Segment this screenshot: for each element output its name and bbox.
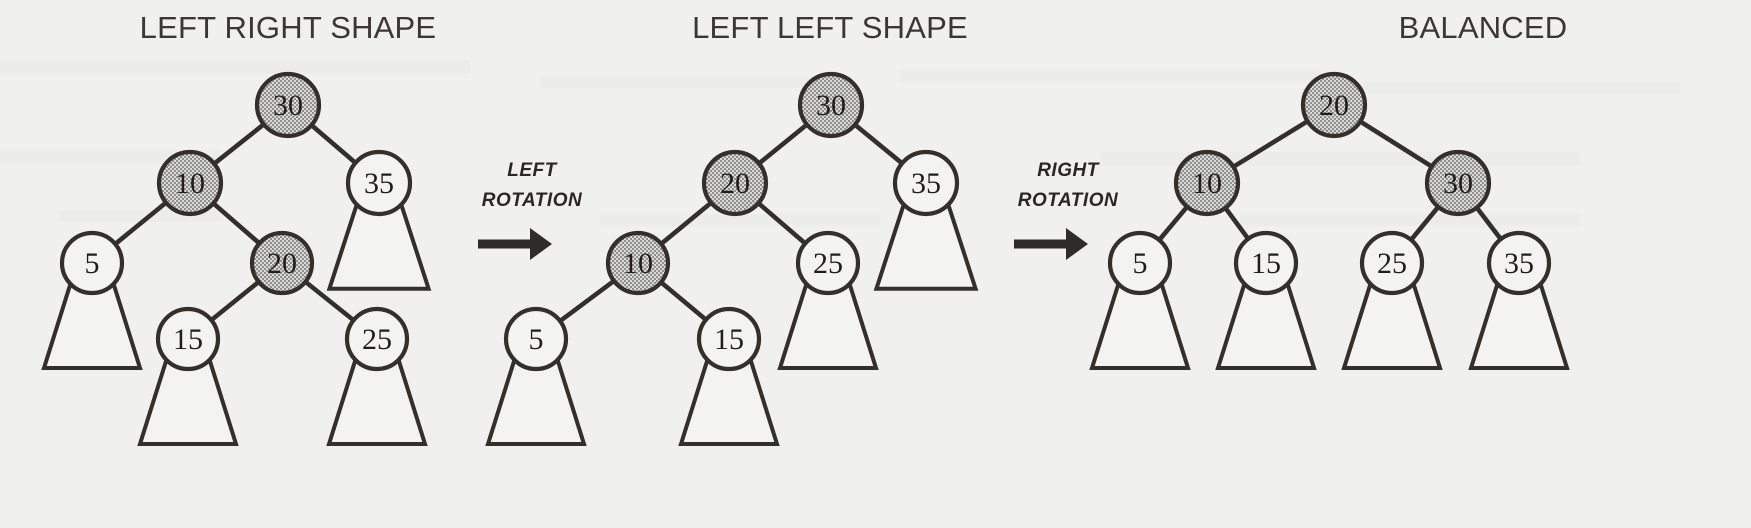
node-label: 20	[1319, 89, 1349, 122]
node-circle	[795, 230, 861, 296]
tree-edge	[208, 278, 262, 324]
tree-node-20[interactable]: 20	[701, 149, 769, 217]
node-label: 10	[175, 167, 205, 200]
tree-node-30[interactable]: 30	[1424, 149, 1492, 217]
tree-node-5[interactable]: 5	[503, 306, 569, 372]
tree-edge	[755, 121, 811, 167]
node-circle	[892, 149, 960, 217]
node-circle	[59, 230, 125, 296]
node-label: 5	[85, 247, 100, 280]
tree-edge	[657, 279, 710, 323]
node-circle	[155, 306, 221, 372]
node-label: 35	[364, 167, 394, 200]
panel-title: BALANCED	[1399, 10, 1568, 45]
tree-edge	[658, 199, 715, 247]
node-label: 5	[1133, 247, 1148, 280]
node-label: 15	[173, 323, 203, 356]
tree-node-20[interactable]: 20	[1300, 71, 1368, 139]
tree-edge	[1230, 118, 1311, 170]
node-circle	[1359, 230, 1425, 296]
tree-node-10[interactable]: 10	[605, 230, 671, 296]
node-label: 10	[623, 247, 653, 280]
rotation-transitions-layer: LEFT ROTATION RIGHT ROTATION	[478, 160, 1119, 260]
tree-edge	[1156, 203, 1191, 244]
tree-node-30[interactable]: 30	[254, 71, 322, 139]
node-label: 30	[273, 89, 303, 122]
node-circle	[1107, 230, 1173, 296]
tree-node-5[interactable]: 5	[1107, 230, 1173, 296]
tree-node-35[interactable]: 35	[345, 149, 413, 217]
tree-edge	[851, 121, 906, 167]
tree-edge	[112, 199, 170, 247]
tree-node-15[interactable]: 15	[696, 306, 762, 372]
node-circle	[345, 149, 413, 217]
rotation-label-line2: ROTATION	[482, 190, 583, 211]
node-label: 35	[1504, 247, 1534, 280]
node-label: 5	[529, 323, 544, 356]
node-label: 25	[1377, 247, 1407, 280]
transition-left-rotation: LEFT ROTATION	[478, 160, 583, 260]
rotation-label-line1: RIGHT	[1037, 160, 1100, 181]
tree-node-5[interactable]: 5	[59, 230, 125, 296]
node-circle	[696, 306, 762, 372]
tree-node-35[interactable]: 35	[1486, 230, 1552, 296]
tree-edge	[1222, 204, 1252, 242]
tree-node-30[interactable]: 30	[797, 71, 865, 139]
node-label: 25	[362, 323, 392, 356]
node-label: 30	[816, 89, 846, 122]
tree-edge	[556, 278, 618, 324]
rotation-arrow-icon	[1014, 228, 1088, 260]
node-circle-highlighted	[1173, 149, 1241, 217]
node-label: 20	[720, 167, 750, 200]
tree-node-35[interactable]: 35	[892, 149, 960, 217]
node-label: 15	[1251, 247, 1281, 280]
node-circle-highlighted	[156, 149, 224, 217]
transition-right-rotation: RIGHT ROTATION	[1014, 160, 1119, 260]
node-circle-highlighted	[701, 149, 769, 217]
node-circle-highlighted	[254, 71, 322, 139]
tree-edge	[1408, 203, 1442, 243]
subtree-triangles-layer	[41, 202, 1570, 446]
tree-edge	[1357, 118, 1435, 170]
tree-edge	[1473, 204, 1504, 243]
node-circle-highlighted	[605, 230, 671, 296]
tree-node-10[interactable]: 10	[156, 149, 224, 217]
node-label: 30	[1443, 167, 1473, 200]
tree-edge	[210, 200, 263, 247]
node-circle	[1486, 230, 1552, 296]
tree-node-20[interactable]: 20	[249, 230, 315, 296]
node-circle-highlighted	[1424, 149, 1492, 217]
rotation-arrow-icon	[478, 228, 552, 260]
panel-titles-layer: LEFT RIGHT SHAPE LEFT LEFT SHAPE BALANCED	[140, 10, 1568, 45]
tree-edge	[308, 122, 359, 166]
node-circle	[1233, 230, 1299, 296]
tree-node-15[interactable]: 15	[155, 306, 221, 372]
node-circle-highlighted	[1300, 71, 1368, 139]
node-label: 25	[813, 247, 843, 280]
rotation-label-line2: ROTATION	[1018, 190, 1119, 211]
node-label: 10	[1192, 167, 1222, 200]
node-circle-highlighted	[249, 230, 315, 296]
node-label: 15	[714, 323, 744, 356]
tree-node-25[interactable]: 25	[1359, 230, 1425, 296]
tree-node-25[interactable]: 25	[795, 230, 861, 296]
rotation-label-line1: LEFT	[507, 160, 557, 181]
tree-edge	[302, 278, 357, 324]
node-label: 35	[911, 167, 941, 200]
tree-node-10[interactable]: 10	[1173, 149, 1241, 217]
node-label: 20	[267, 247, 297, 280]
node-circle	[344, 306, 410, 372]
tree-edge	[755, 200, 809, 247]
tree-node-25[interactable]: 25	[344, 306, 410, 372]
node-circle-highlighted	[797, 71, 865, 139]
panel-title: LEFT LEFT SHAPE	[692, 10, 968, 45]
tree-edge	[211, 121, 267, 167]
tree-nodes-layer: 30 10 35 5 20 15 25 30 20 35 10 25 5 15 20 10 30 5 15 25 35	[59, 71, 1552, 372]
node-circle	[503, 306, 569, 372]
tree-node-15[interactable]: 15	[1233, 230, 1299, 296]
tree-edges-layer	[112, 118, 1504, 324]
panel-title: LEFT RIGHT SHAPE	[140, 10, 437, 45]
